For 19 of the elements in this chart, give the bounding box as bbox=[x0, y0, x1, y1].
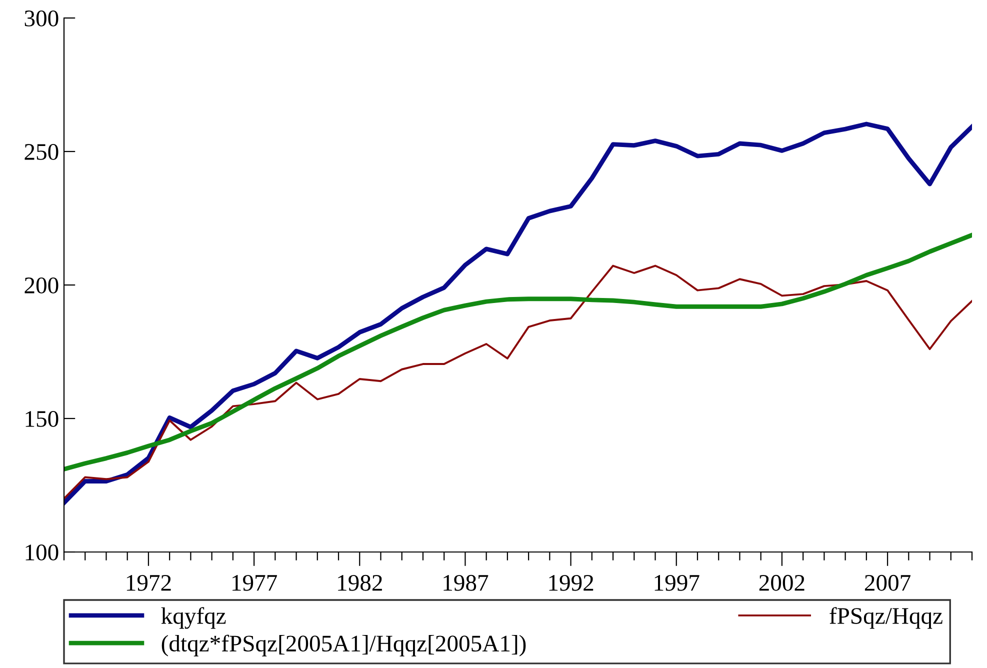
x-tick-label: 1977 bbox=[232, 574, 277, 591]
y-tick-label: 300 bbox=[24, 10, 58, 26]
x-tick-label: 2007 bbox=[864, 574, 910, 591]
legend-label: fPSqz/Hqqz bbox=[830, 607, 942, 629]
y-tick-label: 200 bbox=[24, 277, 58, 294]
x-tick-label: 2002 bbox=[759, 574, 804, 591]
x-tick-label: 1992 bbox=[549, 574, 594, 591]
x-tick-label: 1982 bbox=[338, 574, 382, 591]
legend-label: (dtqz*fPSqz[2005A1]/Hqqz[2005A1]) bbox=[162, 634, 526, 656]
line-series bbox=[64, 264, 972, 500]
x-tick-label: 1997 bbox=[654, 574, 700, 591]
legend-label: kqyfqz bbox=[161, 607, 226, 629]
x-tick-label: 1972 bbox=[126, 574, 171, 591]
y-tick-label: 100 bbox=[26, 544, 58, 560]
line-series bbox=[64, 122, 972, 506]
x-tick-label: 1987 bbox=[444, 574, 488, 591]
line-series bbox=[64, 232, 972, 472]
y-tick-label: 250 bbox=[24, 144, 58, 160]
y-tick-label: 150 bbox=[26, 410, 58, 427]
